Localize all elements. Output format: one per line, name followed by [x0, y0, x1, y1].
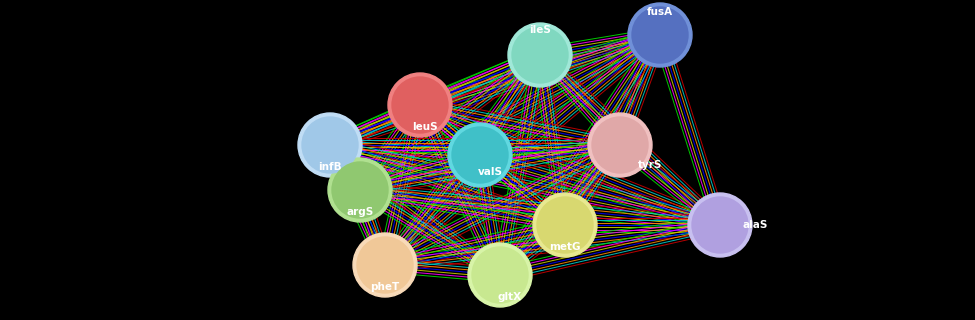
Text: leuS: leuS	[412, 122, 438, 132]
Text: metG: metG	[549, 242, 581, 252]
Circle shape	[632, 7, 688, 63]
Circle shape	[388, 73, 452, 137]
Text: argS: argS	[346, 207, 373, 217]
Text: pheT: pheT	[370, 282, 400, 292]
Circle shape	[588, 113, 652, 177]
Circle shape	[298, 113, 362, 177]
Circle shape	[332, 162, 388, 218]
Circle shape	[533, 193, 597, 257]
Text: infB: infB	[318, 162, 342, 172]
Circle shape	[592, 117, 648, 173]
Circle shape	[472, 247, 528, 303]
Circle shape	[512, 27, 568, 83]
Text: fusA: fusA	[647, 7, 673, 17]
Text: valS: valS	[478, 167, 502, 177]
Circle shape	[537, 197, 593, 253]
Circle shape	[468, 243, 532, 307]
Circle shape	[302, 117, 358, 173]
Circle shape	[692, 197, 748, 253]
Circle shape	[688, 193, 752, 257]
Circle shape	[448, 123, 512, 187]
Circle shape	[353, 233, 417, 297]
Circle shape	[508, 23, 572, 87]
Circle shape	[357, 237, 413, 293]
Circle shape	[628, 3, 692, 67]
Circle shape	[328, 158, 392, 222]
Circle shape	[452, 127, 508, 183]
Text: tyrS: tyrS	[638, 160, 662, 170]
Text: gltX: gltX	[498, 292, 522, 302]
Circle shape	[392, 77, 448, 133]
Text: ileS: ileS	[529, 25, 551, 35]
Text: alaS: alaS	[742, 220, 767, 230]
